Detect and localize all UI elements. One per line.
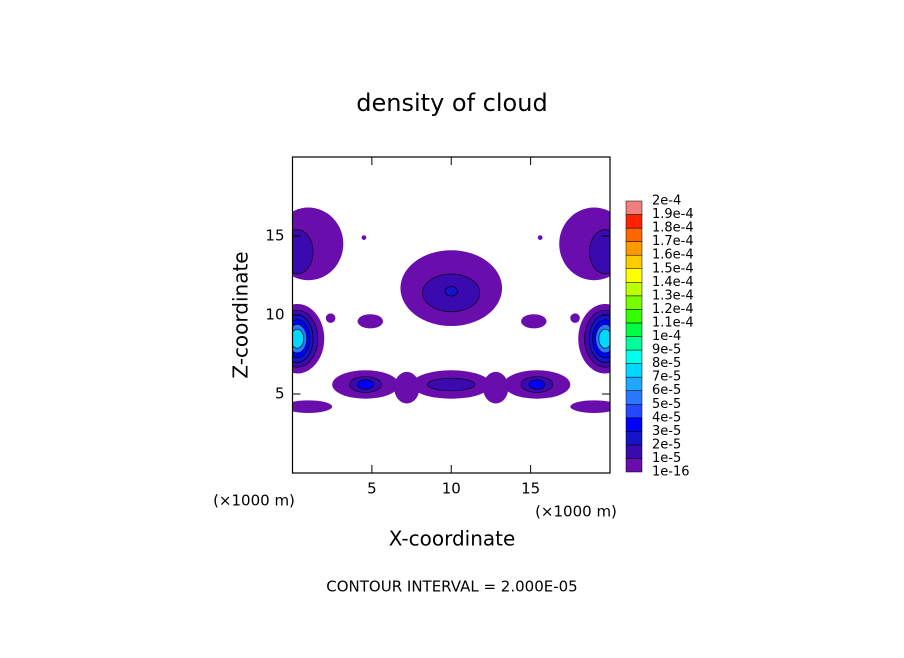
contour-region — [444, 286, 458, 297]
y-tick-label: 5 — [275, 385, 285, 403]
colorbar-swatch — [625, 322, 643, 337]
colorbar-swatch — [625, 336, 643, 351]
colorbar-swatch — [625, 282, 643, 297]
colorbar-label: 1.4e-4 — [652, 275, 694, 290]
chart-title: density of cloud — [356, 89, 547, 117]
colorbar-swatch — [625, 444, 643, 459]
y-tick-label: 15 — [265, 227, 284, 245]
contour-region — [528, 379, 546, 390]
colorbar-swatch — [625, 200, 643, 215]
contour-region — [483, 371, 509, 404]
y-axis-label: Z-coordinate — [229, 251, 253, 378]
contour-region — [570, 313, 580, 323]
colorbar-swatch — [625, 349, 643, 364]
colorbar-swatch — [625, 376, 643, 391]
colorbar-swatch — [625, 390, 643, 405]
x-tick-label: 5 — [367, 480, 377, 498]
contour-region — [537, 235, 543, 240]
colorbar-label: 7e-5 — [652, 370, 681, 385]
colorbar-label: 1e-4 — [652, 329, 681, 344]
contour-region — [292, 328, 304, 349]
contour-region — [427, 377, 476, 392]
colorbar-label: 3e-5 — [652, 424, 681, 439]
colorbar-label: 5e-5 — [652, 397, 681, 412]
colorbar-swatch — [625, 363, 643, 378]
contour-region — [589, 229, 610, 275]
y-tick-label: 10 — [265, 306, 284, 324]
colorbar-label: 1e-5 — [652, 451, 681, 466]
contour-region — [292, 229, 314, 275]
colorbar-label: 1.7e-4 — [652, 234, 694, 249]
colorbar-swatch — [625, 254, 643, 269]
colorbar-label: 1.5e-4 — [652, 261, 694, 276]
y-unit: (×1000 m) — [213, 492, 295, 510]
contour-region — [521, 314, 547, 329]
colorbar-swatch — [625, 404, 643, 419]
colorbar-label: 4e-5 — [652, 410, 681, 425]
colorbar-label: 2e-4 — [652, 194, 681, 209]
colorbar-label: 6e-5 — [652, 383, 681, 398]
colorbar-swatch — [625, 431, 643, 446]
colorbar-swatch — [625, 295, 643, 310]
x-axis-label: X-coordinate — [389, 527, 516, 551]
colorbar-label: 1.1e-4 — [652, 315, 694, 330]
contour-region — [570, 400, 610, 413]
colorbar-swatch — [625, 417, 643, 432]
contour-region — [357, 314, 383, 329]
colorbar-swatch — [625, 241, 643, 256]
colorbar-swatch — [625, 214, 643, 229]
x-tick-label: 10 — [442, 480, 461, 498]
colorbar-swatch — [625, 458, 643, 473]
colorbar-swatch — [625, 227, 643, 242]
colorbar-label: 1.2e-4 — [652, 302, 694, 317]
colorbar-label: 8e-5 — [652, 356, 681, 371]
colorbar-label: 1e-16 — [652, 465, 690, 480]
footer: CONTOUR INTERVAL = 2.000E-05 — [326, 578, 577, 596]
contour-region — [598, 328, 610, 349]
colorbar-swatch — [625, 268, 643, 283]
x-unit: (×1000 m) — [535, 503, 617, 521]
colorbar-label: 9e-5 — [652, 343, 681, 358]
contour-region — [292, 400, 333, 413]
x-tick-label: 15 — [521, 480, 540, 498]
colorbar-label: 2e-5 — [652, 437, 681, 452]
colorbar-label: 1.8e-4 — [652, 221, 694, 236]
contour-region — [394, 371, 420, 404]
colorbar-label: 1.6e-4 — [652, 248, 694, 263]
contour-region — [357, 379, 374, 390]
colorbar-label: 1.3e-4 — [652, 288, 694, 303]
contour-region — [361, 235, 367, 240]
contour-region — [325, 313, 336, 323]
colorbar-swatch — [625, 309, 643, 324]
colorbar-label: 1.9e-4 — [652, 207, 694, 222]
